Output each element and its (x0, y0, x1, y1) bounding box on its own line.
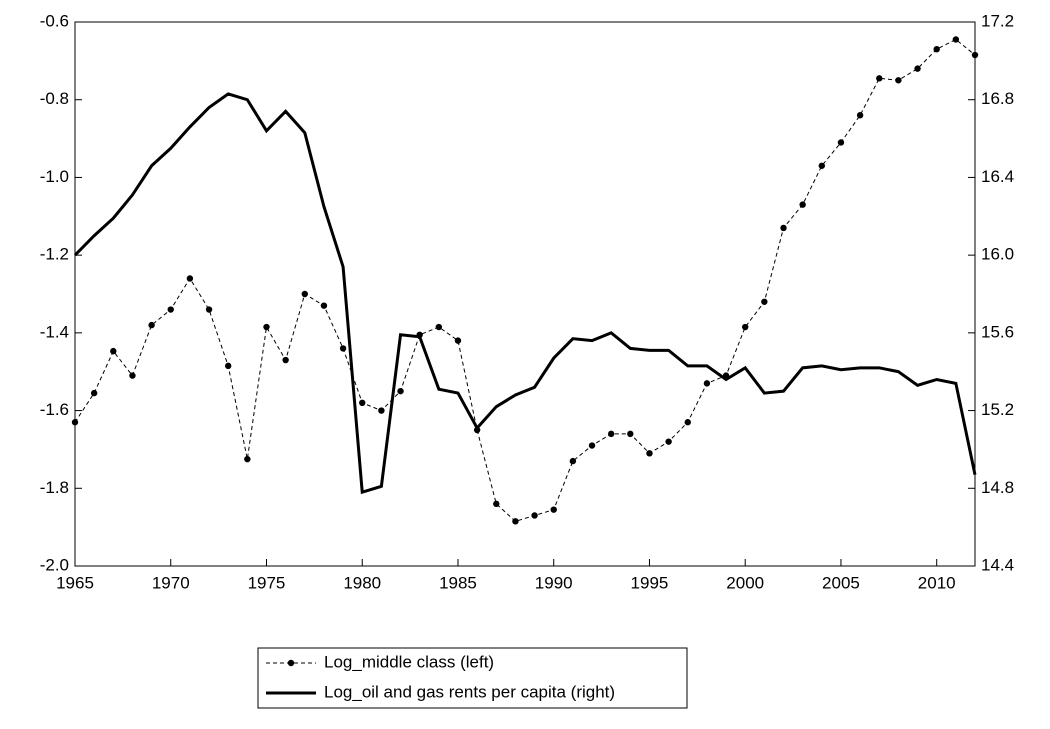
x-tick-label: 1980 (343, 573, 381, 592)
series-marker (110, 347, 117, 355)
series-marker (397, 387, 404, 395)
series-marker (895, 77, 902, 84)
series-marker (550, 506, 557, 513)
series-marker (933, 46, 940, 53)
y2-tick-label: 16.4 (981, 167, 1014, 186)
series-marker (167, 306, 174, 313)
series-marker (627, 430, 634, 438)
series-marker (186, 275, 194, 282)
legend-label: Log_middle class (left) (324, 652, 494, 671)
y-tick-label: -1.4 (40, 322, 69, 341)
series-marker (301, 290, 308, 298)
series-marker (512, 518, 519, 525)
series-marker (339, 345, 347, 352)
series-marker (780, 224, 787, 232)
x-tick-label: 2010 (918, 573, 956, 592)
y-tick-label: -0.6 (40, 11, 69, 30)
series-marker (244, 455, 251, 463)
legend-marker (287, 659, 295, 667)
series-marker (952, 36, 960, 43)
y2-tick-label: 15.6 (981, 322, 1014, 341)
series-marker (454, 337, 462, 344)
x-tick-label: 1985 (439, 573, 477, 592)
series-marker (856, 112, 864, 119)
series-marker (263, 323, 270, 331)
series-marker (205, 306, 213, 313)
y2-tick-label: 16.8 (981, 89, 1014, 108)
y2-tick-label: 15.2 (981, 400, 1014, 419)
plot-frame (74, 21, 976, 567)
series-marker (742, 323, 749, 331)
series-marker (703, 380, 711, 387)
y-tick-label: -1.6 (40, 400, 69, 419)
series-marker (569, 457, 577, 465)
series-marker (359, 399, 366, 406)
series-marker (588, 442, 596, 449)
y2-tick-label: 14.4 (981, 555, 1014, 574)
x-tick-label: 2000 (726, 573, 764, 592)
series-marker (818, 162, 826, 169)
y-tick-label: -2.0 (40, 555, 69, 574)
series-marker (71, 419, 79, 426)
x-tick-label: 1990 (535, 573, 573, 592)
series-marker (129, 372, 136, 379)
series-marker (684, 419, 691, 426)
series-marker (435, 323, 443, 331)
y2-tick-label: 14.8 (981, 478, 1014, 497)
series-marker (799, 201, 806, 208)
y2-tick-label: 17.2 (981, 11, 1014, 30)
y-tick-label: -1.8 (40, 478, 69, 497)
series-marker (90, 389, 98, 397)
y2-tick-label: 16.0 (981, 245, 1014, 264)
series-marker (646, 450, 653, 457)
legend-box (257, 647, 688, 709)
x-tick-label: 1995 (631, 573, 669, 592)
series-marker (320, 302, 328, 309)
series-marker (607, 430, 615, 438)
series-line (74, 38, 976, 522)
series-marker (971, 51, 979, 59)
x-tick-label: 1965 (56, 573, 94, 592)
series-line (73, 92, 977, 495)
series-marker (493, 500, 500, 508)
series-marker (224, 362, 232, 370)
x-tick-label: 2005 (822, 573, 860, 592)
series-marker (378, 407, 385, 414)
series-marker (914, 65, 921, 72)
series-marker (761, 298, 768, 305)
x-tick-label: 1975 (248, 573, 286, 592)
legend-label: Log_oil and gas rents per capita (right) (324, 682, 615, 701)
y-tick-label: -0.8 (40, 89, 69, 108)
x-tick-label: 1970 (152, 573, 190, 592)
series-marker (837, 139, 845, 146)
y-tick-label: -1.2 (40, 245, 69, 264)
series-marker (665, 438, 672, 445)
series-marker (148, 321, 155, 329)
series-marker (282, 356, 289, 364)
series-marker (531, 512, 538, 519)
series-marker (876, 75, 883, 82)
y-tick-label: -1.0 (40, 167, 69, 186)
